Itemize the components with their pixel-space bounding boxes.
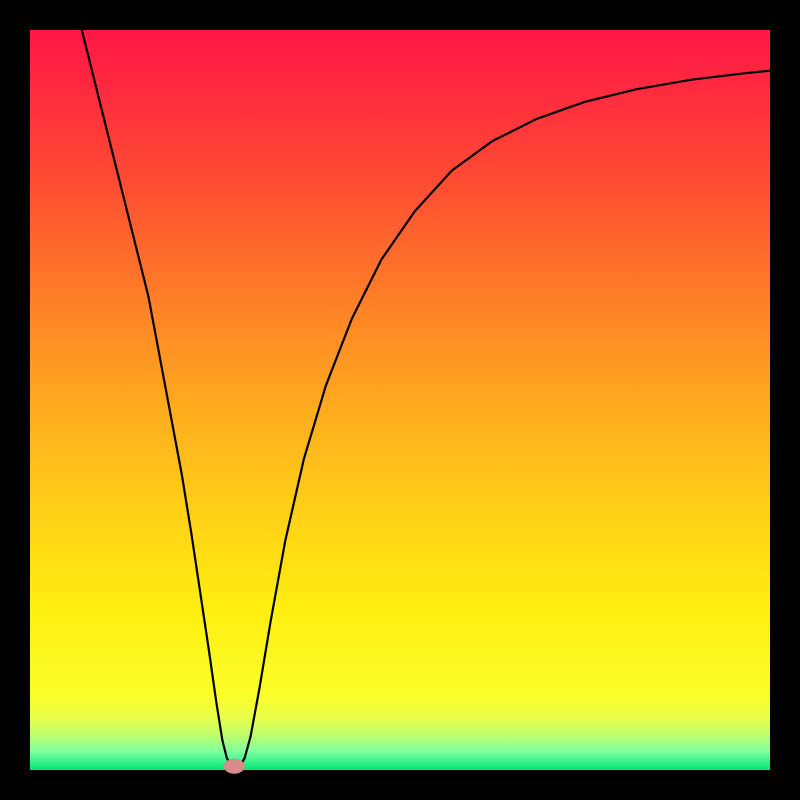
optimal-point-marker — [224, 759, 244, 773]
plot-background — [30, 30, 770, 770]
chart-container: TheBottleneck.com — [0, 0, 800, 800]
bottleneck-chart — [0, 0, 800, 800]
